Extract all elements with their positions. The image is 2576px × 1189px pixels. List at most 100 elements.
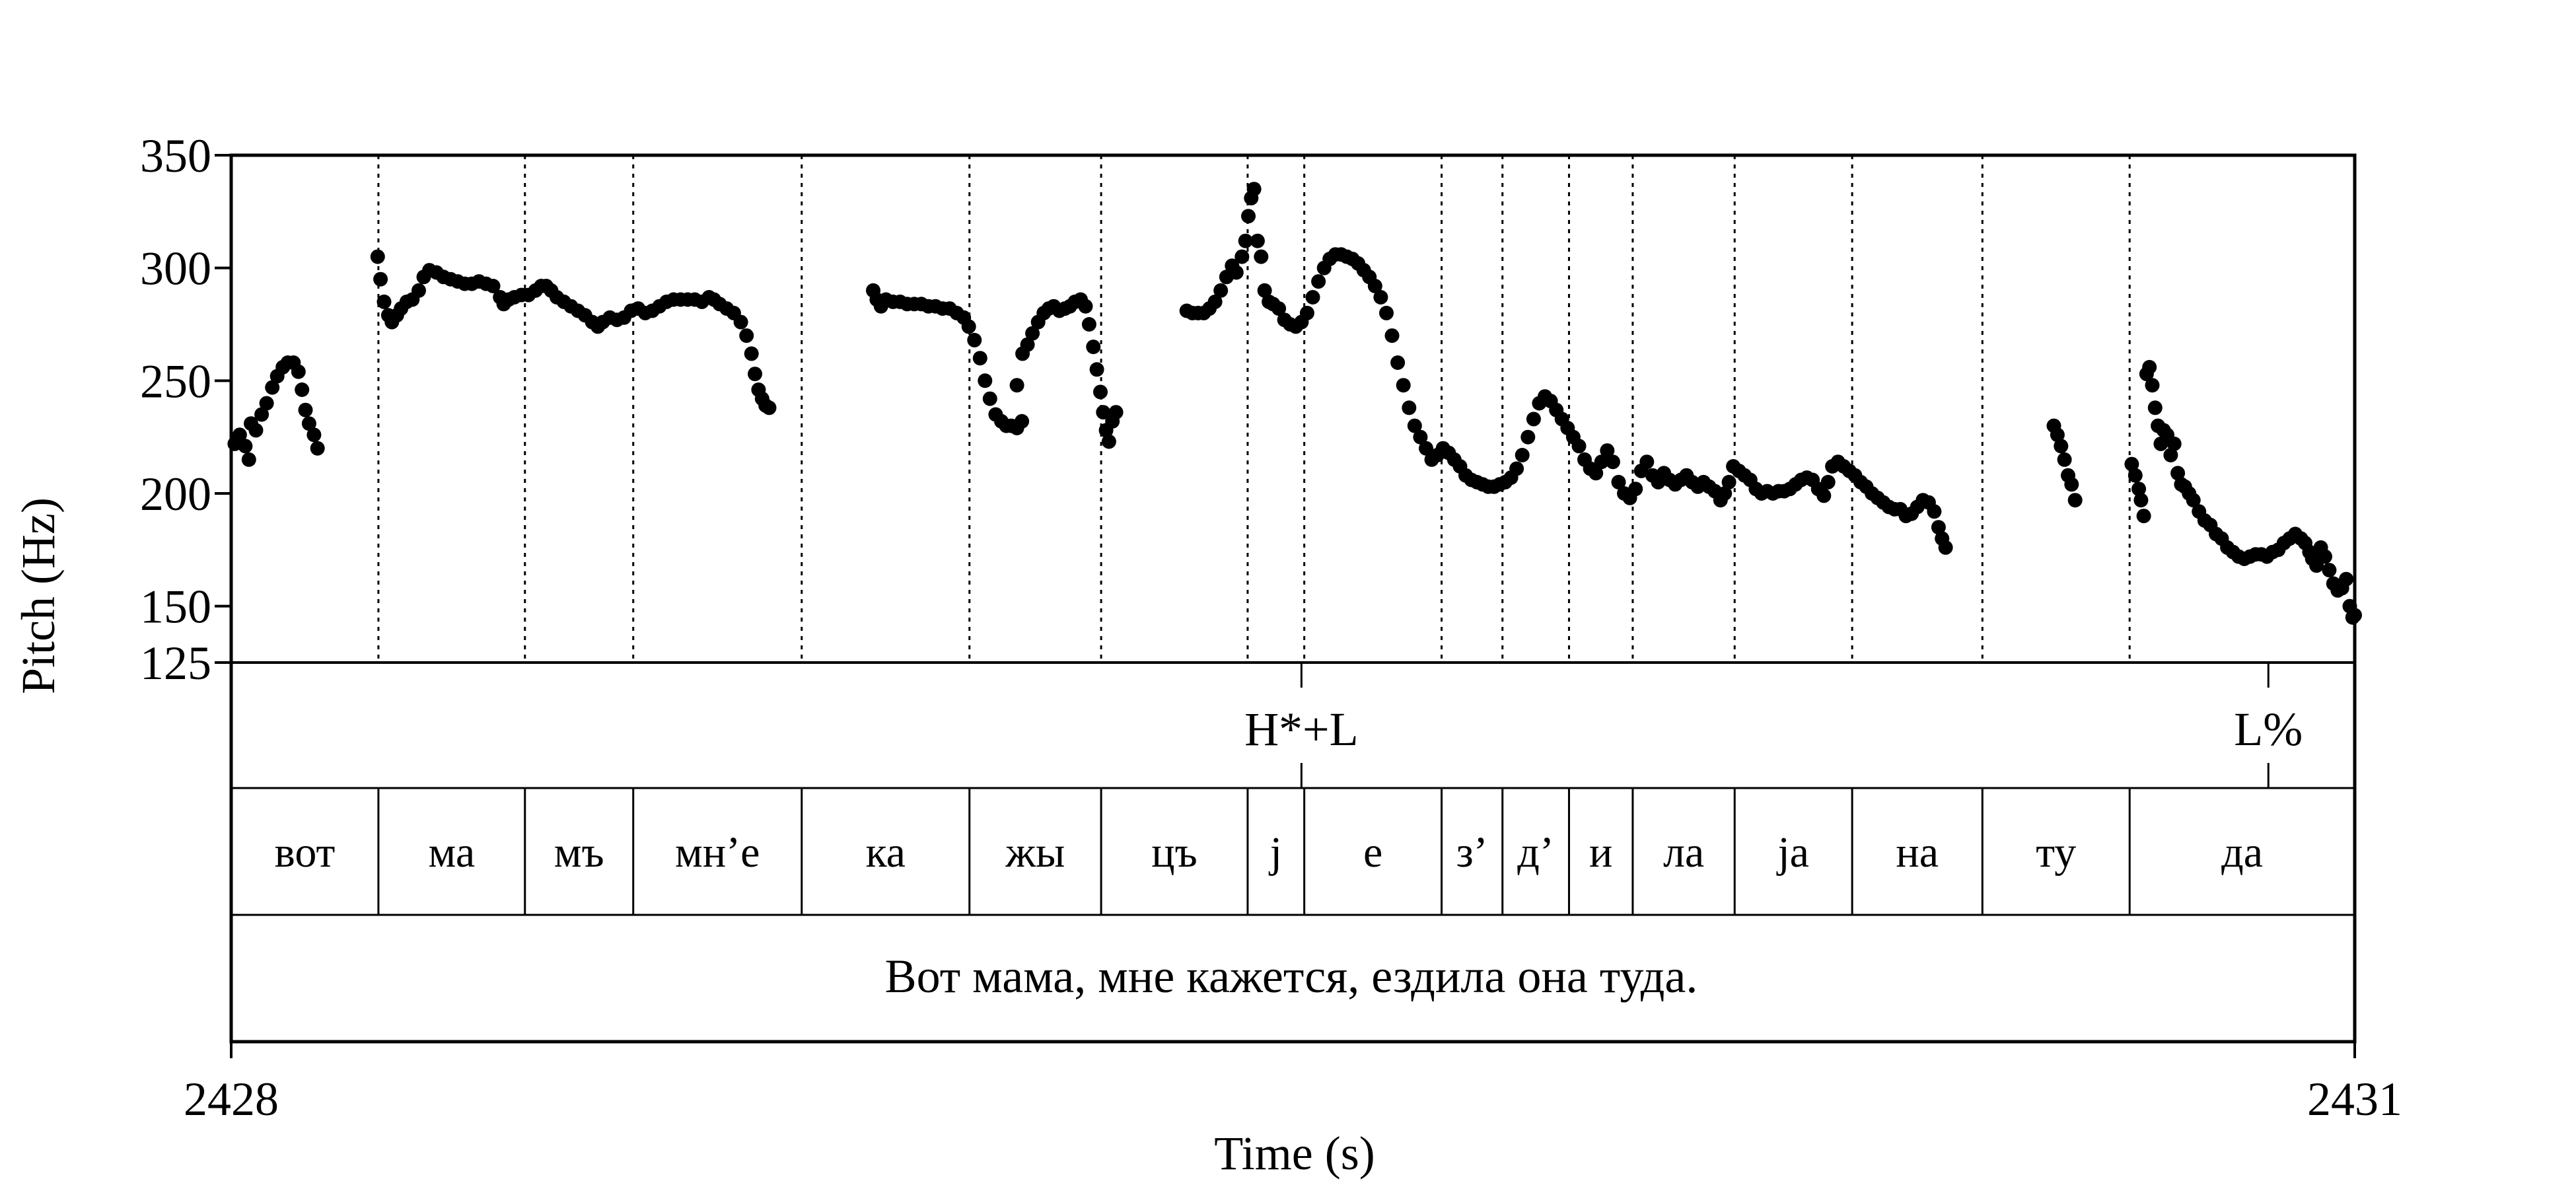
y-tick-label: 125 <box>140 637 211 690</box>
pitch-point <box>1384 328 1400 343</box>
pitch-point <box>2124 456 2139 472</box>
y-tick-label: 300 <box>140 242 211 295</box>
pitch-point <box>2147 400 2163 415</box>
pitch-point <box>1639 454 1655 470</box>
y-tick-label: 200 <box>140 468 211 521</box>
pitch-point <box>1589 466 1604 481</box>
pitch-point <box>733 314 748 330</box>
pitch-point <box>1611 474 1626 489</box>
pitch-point <box>1311 274 1326 289</box>
pitch-point <box>291 364 306 379</box>
y-tick-label: 250 <box>140 355 211 408</box>
pitch-point <box>265 380 280 395</box>
pitch-point <box>1526 412 1541 427</box>
pitch-point <box>1515 448 1530 462</box>
pitch-point <box>1628 482 1643 497</box>
x-tick-label: 2431 <box>2307 1073 2402 1126</box>
pitch-point <box>1396 378 1411 393</box>
pitch-point <box>2318 549 2332 564</box>
pitch-point <box>2170 466 2186 481</box>
pitch-point <box>1594 454 1609 470</box>
boundary-lines <box>377 155 2131 663</box>
pitch-point <box>1241 209 1256 224</box>
x-tick-label: 2428 <box>184 1073 279 1126</box>
pitch-point <box>1207 294 1223 309</box>
y-tick-label: 350 <box>140 129 211 182</box>
syllable-label: на <box>1896 828 1939 877</box>
pitch-point <box>2054 439 2069 454</box>
pitch-point <box>298 402 313 417</box>
pitch-point <box>1081 317 1096 332</box>
y-axis-label: Pitch (Hz) <box>12 497 65 694</box>
pitch-point <box>1521 429 1536 445</box>
pitch-point <box>1254 249 1269 264</box>
pitch-point <box>1229 265 1244 280</box>
pitch-point <box>1571 439 1587 454</box>
pitch-point <box>1299 305 1314 320</box>
pitch-point <box>1213 283 1229 298</box>
pitch-point <box>2064 477 2079 492</box>
pitch-point <box>1402 400 1417 415</box>
pitch-point <box>2163 448 2178 462</box>
pitch-point <box>748 367 762 382</box>
pitch-point <box>238 439 253 454</box>
pitch-point <box>2322 563 2337 578</box>
pitch-point <box>2133 493 2149 508</box>
pitch-point <box>2131 482 2147 497</box>
pitch-point <box>1717 486 1733 501</box>
pitch-point <box>1020 337 1035 352</box>
pitch-point <box>1089 362 1104 377</box>
syllable-label: ка <box>866 828 906 877</box>
tone-label: L% <box>2234 703 2303 756</box>
syllable-label: ма <box>429 828 476 877</box>
pitch-point <box>1015 414 1030 429</box>
pitch-point <box>1078 299 1093 314</box>
pitch-point <box>961 319 976 334</box>
syllable-label: з’ <box>1456 828 1488 877</box>
pitch-point <box>1367 279 1382 293</box>
pitch-point <box>1379 305 1394 320</box>
pitch-point <box>1086 340 1101 355</box>
syllable-label: и <box>1589 828 1612 877</box>
pitch-point <box>1931 520 1946 535</box>
pitch-point <box>762 400 777 415</box>
pitch-point <box>248 423 264 438</box>
pitch-point <box>967 332 982 347</box>
pitch-point <box>2136 509 2151 524</box>
pitch-point <box>301 416 316 431</box>
pitch-point <box>1373 290 1388 305</box>
pitch-points <box>227 182 2362 625</box>
pitch-point <box>2057 452 2072 467</box>
pitch-point <box>1938 540 1953 555</box>
pitch-point <box>1108 405 1124 420</box>
pitch-point <box>978 373 993 388</box>
pitch-point <box>1509 461 1524 476</box>
pitch-point <box>1305 290 1320 305</box>
pitch-point <box>1250 233 1265 248</box>
pitch-point <box>1096 405 1111 420</box>
syllable-label: д’ <box>1517 828 1554 877</box>
pitch-point <box>1927 504 1942 519</box>
pitch-point <box>376 294 392 309</box>
syllable-label: цъ <box>1151 828 1197 877</box>
pitch-point <box>982 391 997 406</box>
pitch-point <box>232 427 247 443</box>
pitch-point <box>1025 326 1040 341</box>
pitch-point <box>485 279 501 293</box>
pitch-point <box>1390 355 1406 370</box>
syllable-label: jа <box>1776 828 1809 877</box>
pitch-point <box>1009 378 1024 393</box>
pitch-point <box>1413 429 1428 445</box>
syllable-label: j <box>1269 828 1282 877</box>
pitch-point <box>1234 249 1250 264</box>
pitch-point <box>2339 571 2354 587</box>
pitch-point <box>739 328 754 343</box>
syllable-label: ла <box>1663 828 1704 877</box>
annotation-tiers: H*+L L% вот ма мъ мн’е ка жы цъ j е з’ д’ и ла jа на ту да <box>275 663 2303 915</box>
pitch-point <box>1605 454 1620 470</box>
pitch-point <box>2166 436 2182 451</box>
pitch-point <box>1600 443 1615 458</box>
pitch-point <box>1257 283 1272 298</box>
y-tick-label: 150 <box>140 581 211 633</box>
